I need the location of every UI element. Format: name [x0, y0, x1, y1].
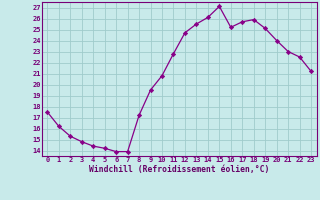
X-axis label: Windchill (Refroidissement éolien,°C): Windchill (Refroidissement éolien,°C) [89, 165, 269, 174]
